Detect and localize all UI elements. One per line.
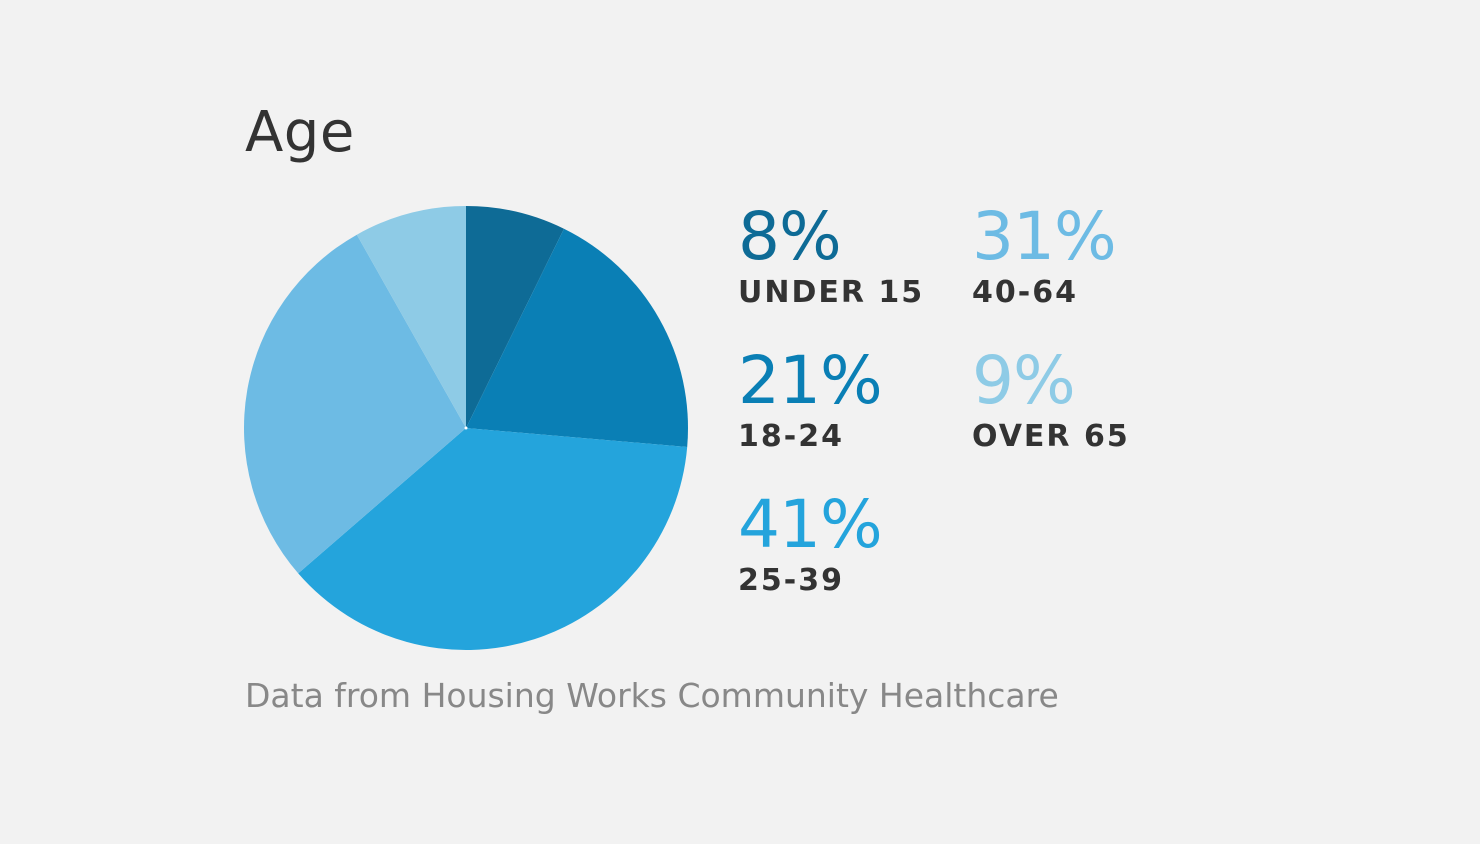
legend-item-18-24: 21% 18-24: [738, 342, 883, 454]
legend-value: 21%: [738, 342, 883, 419]
legend-item-25-39: 41% 25-39: [738, 486, 883, 598]
legend-item-40-64: 31% 40-64: [972, 198, 1117, 310]
legend-value: 9%: [972, 342, 1076, 419]
pie-slice-25-39: [298, 428, 688, 651]
pie-chart: [243, 206, 689, 651]
pie-center-dot: [464, 426, 468, 430]
legend-item-under-15: 8% UNDER 15: [738, 202, 924, 310]
legend-value: 8%: [738, 198, 842, 275]
legend-value: 41%: [738, 486, 883, 563]
legend-label: OVER 65: [972, 419, 1130, 454]
legend-value: 31%: [972, 198, 1117, 275]
legend-label: 25-39: [738, 563, 844, 598]
legend-label: UNDER 15: [738, 275, 925, 310]
pie-slice-18-24: [466, 228, 689, 447]
legend-label: 40-64: [972, 275, 1078, 310]
chart-title: Age: [245, 100, 355, 165]
pie-slice-over-65: [356, 206, 466, 428]
source-note: Data from Housing Works Community Health…: [245, 676, 1059, 715]
pie-slice-under-15: [466, 206, 564, 428]
pie-slice-40-64: [243, 234, 466, 574]
legend-label: 18-24: [738, 419, 844, 454]
legend-item-over-65: 9% OVER 65: [972, 346, 1130, 454]
